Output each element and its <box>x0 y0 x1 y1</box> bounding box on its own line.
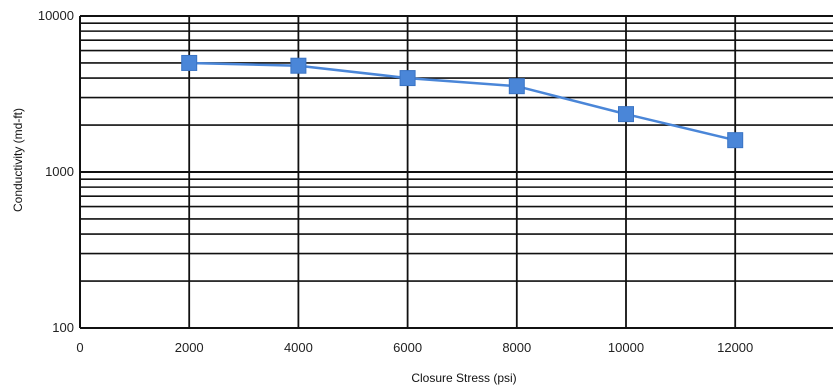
grid-layer <box>79 15 833 329</box>
data-point-marker <box>290 57 307 74</box>
tick-layer: 0 2000 4000 6000 8000 10000 12000 100 1000 10000 <box>38 8 753 355</box>
y-tick-label: 100 <box>52 320 74 335</box>
data-point-marker <box>181 54 198 71</box>
x-tick-label: 8000 <box>502 340 531 355</box>
y-tick-label: 10000 <box>38 8 74 23</box>
data-point-marker <box>727 132 744 149</box>
x-tick-label: 4000 <box>284 340 313 355</box>
data-point-marker <box>508 78 525 95</box>
data-point-marker <box>618 106 634 123</box>
series-line <box>189 61 736 142</box>
data-point-marker <box>399 70 416 87</box>
y-axis-title: Conductivity (md-ft) <box>11 108 25 212</box>
x-tick-label: 12000 <box>717 340 753 355</box>
x-tick-label: 6000 <box>393 340 422 355</box>
y-tick-label: 1000 <box>45 164 74 179</box>
x-tick-label: 2000 <box>175 340 204 355</box>
series-layer <box>181 54 744 149</box>
x-tick-label: 10000 <box>608 340 644 355</box>
x-tick-label: 0 <box>76 340 83 355</box>
x-axis-title: Closure Stress (psi) <box>411 371 516 385</box>
